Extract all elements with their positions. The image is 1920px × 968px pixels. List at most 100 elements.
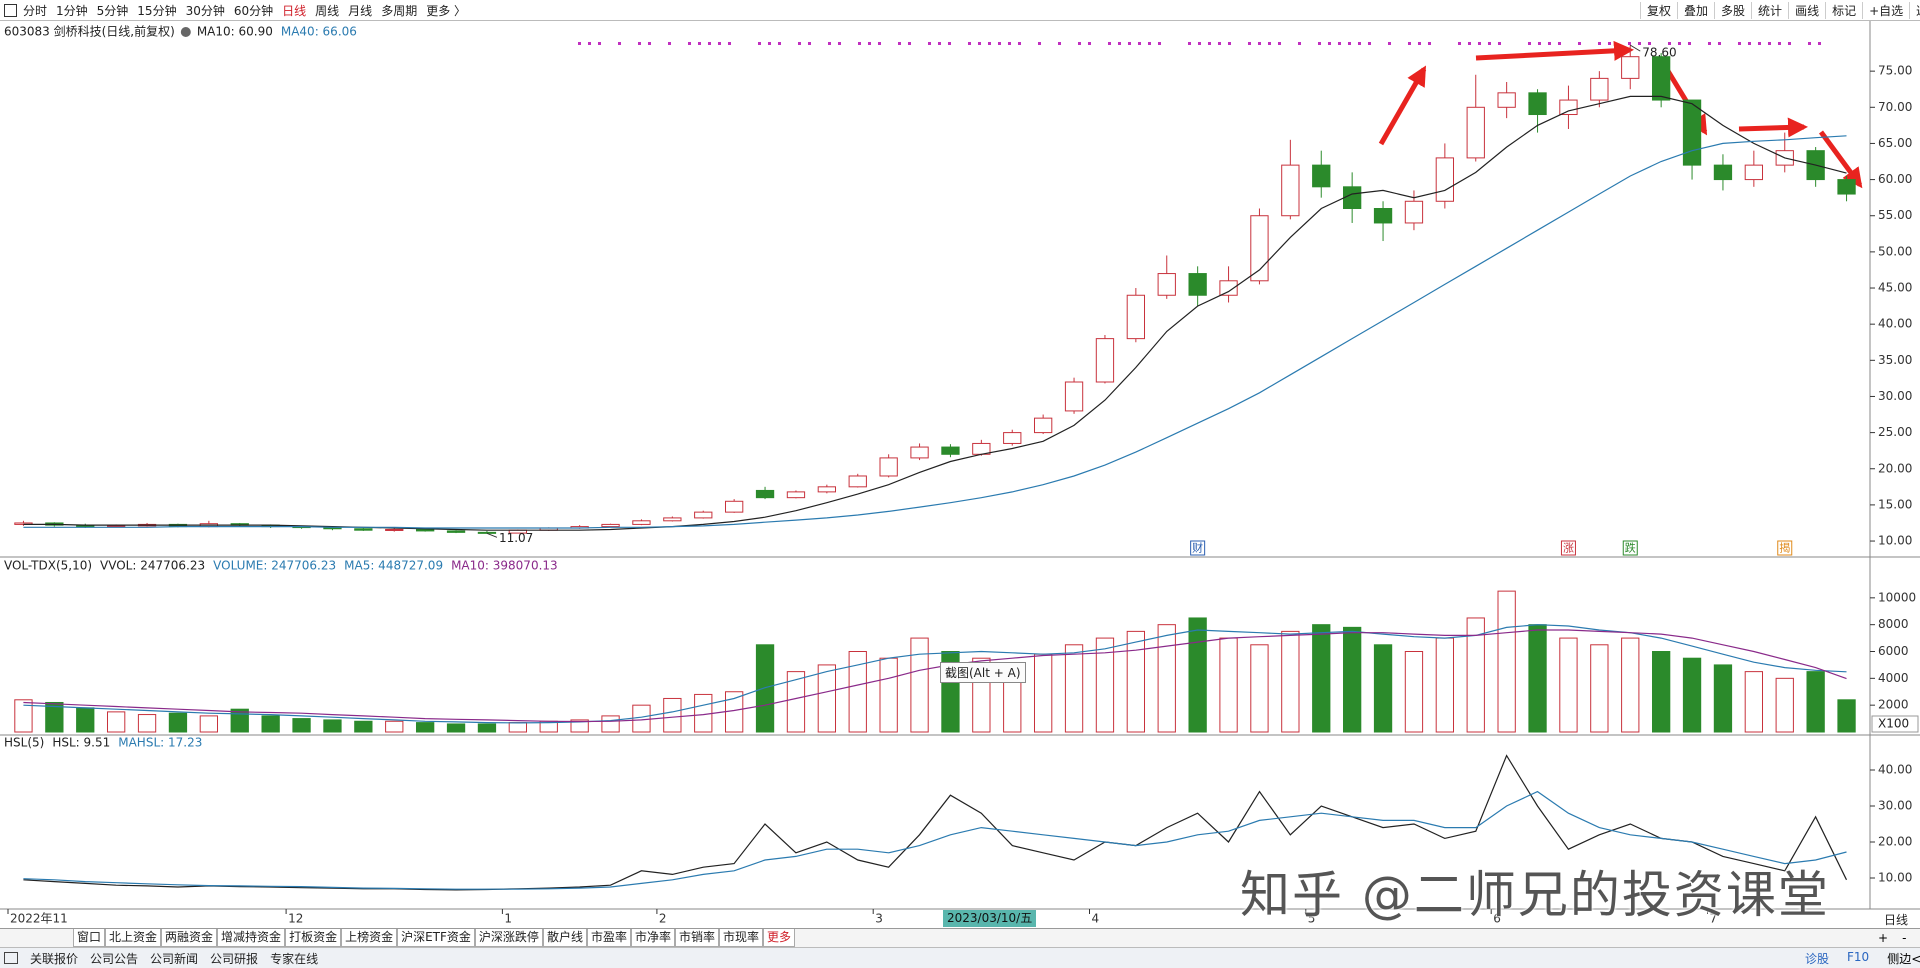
y-tick-label: 30.00 bbox=[1878, 389, 1912, 403]
volume-bar bbox=[508, 722, 528, 733]
status-button[interactable]: 侧边< bbox=[1887, 951, 1920, 966]
status-icon bbox=[4, 952, 18, 964]
indicator-tab[interactable]: 增减持资金 bbox=[217, 929, 286, 947]
signal-dot bbox=[1708, 42, 1711, 45]
menu-icon[interactable] bbox=[4, 3, 17, 17]
x-tick-label: 2 bbox=[659, 912, 667, 926]
watermark: 知乎 @二师兄的投资课堂 bbox=[1240, 866, 1830, 924]
tool-button[interactable]: 标记 bbox=[1825, 2, 1862, 19]
signal-dot bbox=[868, 42, 871, 45]
volume-bar bbox=[1497, 590, 1516, 733]
signal-dot bbox=[1778, 42, 1781, 45]
volume-bar bbox=[1651, 651, 1671, 733]
zoom-out[interactable]: - bbox=[1902, 931, 1907, 945]
candle-body bbox=[1003, 432, 1022, 444]
volume-bar bbox=[570, 719, 589, 733]
status-link[interactable]: 公司新闻 bbox=[150, 951, 199, 966]
signal-dot bbox=[758, 42, 761, 45]
candle-body bbox=[1651, 56, 1671, 101]
series-legend: MA40: 66.06 bbox=[281, 25, 357, 39]
candle-body bbox=[446, 530, 466, 533]
status-link[interactable]: 公司研报 bbox=[210, 951, 259, 966]
period-tab[interactable]: 月线 bbox=[348, 3, 373, 18]
candle-body bbox=[694, 511, 713, 519]
y-tick-label: 25.00 bbox=[1878, 425, 1912, 439]
indicator-tab[interactable]: 更多 bbox=[763, 929, 796, 947]
indicator-tab[interactable]: 打板资金 bbox=[285, 929, 342, 947]
x-tick-label: 2022年11 bbox=[10, 912, 68, 926]
indicator-tab[interactable]: 市净率 bbox=[630, 929, 675, 947]
period-tab[interactable]: 1分钟 bbox=[56, 3, 88, 18]
signal-dot bbox=[1478, 42, 1481, 45]
tool-button[interactable]: 复权 bbox=[1640, 2, 1677, 19]
volume-bar bbox=[663, 697, 682, 733]
status-links: 关联报价 公司公告 公司新闻 公司研报 专家在线 bbox=[4, 950, 330, 967]
indicator-tab[interactable]: 市现率 bbox=[719, 929, 764, 947]
status-link[interactable]: 专家在线 bbox=[270, 951, 319, 966]
series-legend: MAHSL: 17.23 bbox=[118, 736, 202, 750]
indicator-tab[interactable]: 北上资金 bbox=[105, 929, 162, 947]
indicator-tab[interactable]: 上榜资金 bbox=[341, 929, 398, 947]
signal-dot bbox=[1388, 42, 1391, 45]
status-button[interactable]: 诊股 bbox=[1805, 951, 1830, 966]
cursor-date: 2023/03/10/五 bbox=[943, 910, 1037, 927]
indicator-tab[interactable]: 窗口 bbox=[73, 929, 106, 947]
period-tab[interactable]: 分时 bbox=[23, 3, 48, 18]
status-link[interactable]: 关联报价 bbox=[30, 951, 79, 966]
signal-dot bbox=[1148, 42, 1151, 45]
signal-dot bbox=[778, 42, 781, 45]
tool-button[interactable]: 多股 bbox=[1714, 2, 1751, 19]
signal-dot bbox=[948, 42, 951, 45]
signal-dot bbox=[808, 42, 811, 45]
event-label: 揭 bbox=[1779, 541, 1790, 555]
period-tab[interactable]: 30分钟 bbox=[185, 3, 225, 18]
series-legend: MA5: 448727.09 bbox=[344, 559, 443, 573]
period-tab[interactable]: 更多 〉 bbox=[426, 3, 467, 18]
period-tab[interactable]: 日线 bbox=[282, 3, 307, 18]
tool-button[interactable]: 叠加 bbox=[1677, 2, 1714, 19]
tool-button[interactable]: 统计 bbox=[1751, 2, 1788, 19]
signal-dot bbox=[1208, 42, 1211, 45]
event-marker bbox=[1622, 540, 1638, 556]
period-tab[interactable]: 15分钟 bbox=[137, 3, 177, 18]
y-tick-label: 6000 bbox=[1878, 644, 1909, 658]
volume-bar bbox=[1312, 624, 1331, 733]
indicator-tab[interactable]: 沪深ETF资金 bbox=[397, 929, 475, 947]
status-link[interactable]: 公司公告 bbox=[90, 951, 139, 966]
volume-bar bbox=[14, 699, 33, 733]
signal-dot bbox=[1578, 42, 1581, 45]
y-tick-label: 40.00 bbox=[1878, 763, 1912, 777]
signal-dot bbox=[898, 42, 901, 45]
period-tab[interactable]: 5分钟 bbox=[96, 3, 129, 18]
signal-dot bbox=[1078, 42, 1081, 45]
volume-bar bbox=[1373, 644, 1393, 733]
zoom-buttons: + - bbox=[1878, 931, 1906, 945]
volume-bar bbox=[1837, 699, 1856, 733]
volume-bar bbox=[1466, 617, 1485, 733]
signal-dot bbox=[1668, 42, 1671, 45]
candle-body bbox=[1837, 179, 1856, 195]
period-tab[interactable]: 周线 bbox=[315, 3, 340, 18]
candle-body bbox=[1188, 273, 1207, 296]
indicator-tab[interactable]: 散户线 bbox=[542, 929, 587, 947]
signal-dot bbox=[1358, 42, 1361, 45]
indicator-tab[interactable]: 沪深涨跌停 bbox=[474, 929, 543, 947]
candle-body bbox=[385, 528, 404, 531]
period-label: 日线 bbox=[1884, 913, 1909, 927]
x-tick-label: 3 bbox=[875, 912, 883, 926]
indicator-tab[interactable]: 市盈率 bbox=[586, 929, 631, 947]
tool-button[interactable]: 画线 bbox=[1788, 2, 1825, 19]
period-tab[interactable]: 多周期 bbox=[381, 3, 418, 18]
candle-body bbox=[1219, 280, 1238, 296]
indicator-tab[interactable]: 市销率 bbox=[674, 929, 719, 947]
candle-body bbox=[601, 523, 620, 528]
indicator-tab[interactable]: 两融资金 bbox=[161, 929, 218, 947]
status-button[interactable]: F10 bbox=[1847, 949, 1870, 964]
zoom-in[interactable]: + bbox=[1878, 931, 1889, 945]
period-tab[interactable]: 60分钟 bbox=[233, 3, 274, 18]
signal-dot bbox=[1298, 42, 1301, 45]
tool-button[interactable]: +自选 bbox=[1862, 2, 1909, 19]
tool-button[interactable]: 返回 bbox=[1909, 2, 1920, 19]
signal-dot bbox=[1748, 42, 1751, 45]
